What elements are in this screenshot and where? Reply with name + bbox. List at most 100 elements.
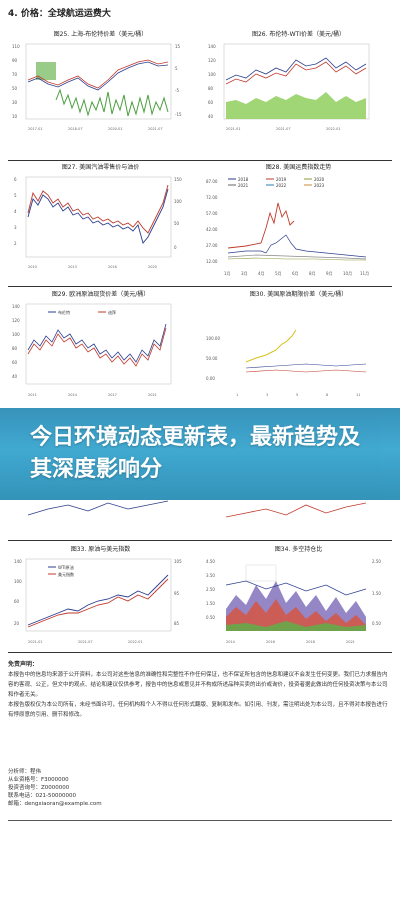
svg-text:5: 5 xyxy=(296,393,298,397)
x-tick: 10月 xyxy=(343,271,352,276)
svg-text:8: 8 xyxy=(326,393,328,397)
x-tick: 1月 xyxy=(224,271,231,276)
chart-title: 图34. 多空持仓比 xyxy=(274,546,323,553)
svg-text:2020: 2020 xyxy=(148,265,157,269)
svg-text:20: 20 xyxy=(14,621,20,626)
chart-panel-fig26: 图26. 布伦特-WTI价差（美元/桶） 140 120 100 80 60 40 20… xyxy=(206,30,391,145)
svg-text:11: 11 xyxy=(356,393,360,397)
svg-text:100: 100 xyxy=(12,332,20,337)
svg-text:90: 90 xyxy=(12,58,18,63)
svg-text:140: 140 xyxy=(208,44,216,49)
legend-item: 美元指数 xyxy=(58,571,74,577)
x-tick: 4月 xyxy=(258,271,265,276)
svg-text:4.50: 4.50 xyxy=(206,559,215,564)
svg-text:2010: 2010 xyxy=(28,265,37,269)
contact-block: 分析师：程伟 从业资格号：F3000000 投资咨询号：Z0000000 联系电… xyxy=(8,768,102,808)
chart-fig29: 140 120 100 80 60 40 布伦特 迪拜 2011 2014 2017 2021 xyxy=(12,303,172,397)
svg-text:-15: -15 xyxy=(175,112,182,117)
svg-text:2021-07: 2021-07 xyxy=(148,127,163,131)
svg-text:50: 50 xyxy=(174,221,180,226)
divider xyxy=(8,652,392,653)
chart-panel-hidden-right xyxy=(206,405,391,535)
legend-item: 2022 xyxy=(276,183,287,188)
svg-text:3.50: 3.50 xyxy=(206,573,215,578)
svg-text:100: 100 xyxy=(174,199,182,204)
headline-banner[interactable]: 今日环境动态更新表，最新趋势及其深度影响分 xyxy=(0,408,400,500)
chart-fig30: 100.00 50.00 0.00 1 3 5 8 11 xyxy=(206,329,367,397)
legend-item: WTI原油 xyxy=(58,564,74,570)
svg-text:2.50: 2.50 xyxy=(206,587,215,592)
svg-text:0.50: 0.50 xyxy=(206,615,215,620)
chart-fig27: 6 5 4 3 2 150 100 50 0 2010 2013 2016 2020 xyxy=(14,176,182,269)
chart-title: 图25. 上海-布伦特价差（美元/桶） xyxy=(53,31,148,38)
legend-item: 2018 xyxy=(238,177,249,182)
x-tick: 9月 xyxy=(326,271,333,276)
svg-text:2014: 2014 xyxy=(68,393,78,397)
banner-title: 今日环境动态更新表，最新趋势及其深度影响分 xyxy=(30,425,361,482)
svg-text:120: 120 xyxy=(208,58,216,63)
divider xyxy=(8,540,392,541)
svg-text:2021-07: 2021-07 xyxy=(276,127,291,131)
svg-text:-5: -5 xyxy=(175,88,179,93)
y-tick: 72.00 xyxy=(206,195,218,200)
svg-text:2021-01: 2021-01 xyxy=(226,127,241,131)
svg-text:0.00: 0.00 xyxy=(206,376,215,381)
svg-text:2021: 2021 xyxy=(346,640,355,644)
chart-title: 图27. 美国汽油零售价与油价 xyxy=(61,164,140,171)
svg-text:2016: 2016 xyxy=(108,265,117,269)
chart-panel-fig28: 图28. 美国运费指数走势 87.00 72.00 57.00 42.00 27… xyxy=(206,163,391,283)
x-tick: 3月 xyxy=(241,271,248,276)
svg-text:150: 150 xyxy=(174,177,182,182)
y-tick: 57.00 xyxy=(206,211,218,216)
y-tick: 27.00 xyxy=(206,243,218,248)
chart-title: 图30. 美国原油期限价差（美元/桶） xyxy=(249,291,348,298)
x-tick: 11月 xyxy=(360,271,369,276)
svg-text:100.00: 100.00 xyxy=(206,336,220,341)
chart-title: 图33. 原油与美元指数 xyxy=(70,546,131,553)
chart-panel-fig25: 图25. 上海-布伦特价差（美元/桶） 110 90 70 50 30 10 15 5 -5… xyxy=(8,30,193,145)
x-tick: 6月 xyxy=(292,271,299,276)
svg-text:2022-01: 2022-01 xyxy=(326,127,341,131)
svg-text:140: 140 xyxy=(12,304,20,309)
svg-text:2014: 2014 xyxy=(226,640,236,644)
chart-title: 图28. 美国运费指数走势 xyxy=(265,164,332,171)
chart-panel-hidden-left xyxy=(8,405,193,535)
svg-text:0.50: 0.50 xyxy=(372,621,381,626)
svg-text:1: 1 xyxy=(236,393,238,397)
svg-text:2018: 2018 xyxy=(306,640,315,644)
legend-item: 布伦特 xyxy=(58,309,70,315)
chart-panel-fig27: 图27. 美国汽油零售价与油价 6 5 4 3 2 150 100 50 0 2010 2013… xyxy=(8,163,193,283)
svg-text:5: 5 xyxy=(175,66,178,71)
x-tick: 5月 xyxy=(275,271,282,276)
svg-text:70: 70 xyxy=(12,72,18,77)
svg-text:95: 95 xyxy=(174,591,180,596)
svg-text:80: 80 xyxy=(208,86,214,91)
legend-item: 2021 xyxy=(238,183,249,188)
disclaimer-paragraph: 本报告版权仅为本公司所有，未经书面许可，任何机构和个人不得以任何形式翻版、复制和… xyxy=(8,702,388,718)
chart-fig28: 87.00 72.00 57.00 42.00 27.00 12.00 2018… xyxy=(206,177,369,276)
svg-text:15: 15 xyxy=(175,44,181,49)
svg-text:60: 60 xyxy=(14,599,20,604)
svg-text:6: 6 xyxy=(14,177,17,182)
svg-text:2017-01: 2017-01 xyxy=(28,127,43,131)
svg-text:2020-01: 2020-01 xyxy=(108,127,123,131)
svg-text:100: 100 xyxy=(14,579,22,584)
svg-text:60: 60 xyxy=(12,360,18,365)
svg-text:10: 10 xyxy=(12,114,18,119)
svg-text:2011: 2011 xyxy=(28,393,37,397)
footer-divider xyxy=(8,820,392,821)
chart-title: 图26. 布伦特-WTI价差（美元/桶） xyxy=(251,31,345,38)
legend-item: 2023 xyxy=(314,183,325,188)
svg-text:105: 105 xyxy=(174,559,182,564)
svg-text:4: 4 xyxy=(14,209,17,214)
legend-item: 迪拜 xyxy=(108,309,116,315)
divider xyxy=(8,160,392,161)
phone: 联系电话：021-50000000 xyxy=(8,793,76,799)
svg-text:1.50: 1.50 xyxy=(372,591,381,596)
chart-panel-fig29: 图29. 欧洲原油现货价差（美元/桶） 140 120 100 80 60 40 布伦特 … xyxy=(8,290,193,410)
svg-text:50.00: 50.00 xyxy=(206,356,218,361)
svg-text:140: 140 xyxy=(14,559,22,564)
svg-text:110: 110 xyxy=(12,44,20,49)
svg-text:2017: 2017 xyxy=(108,393,117,397)
svg-text:85: 85 xyxy=(174,621,180,626)
